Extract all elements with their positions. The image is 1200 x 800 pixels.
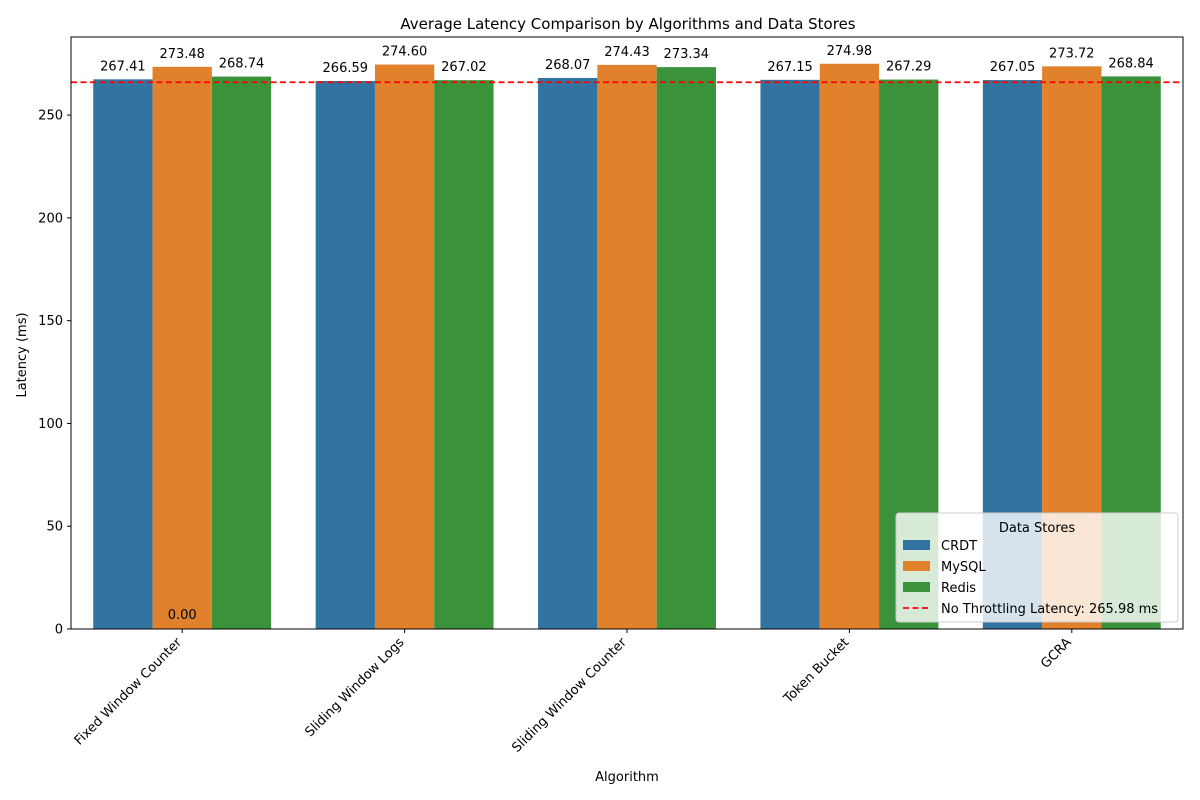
bar-crdt-1 — [93, 79, 153, 629]
y-axis-label: Latency (ms) — [15, 312, 30, 397]
value-label: 267.41 — [100, 59, 146, 74]
bar-crdt-4 — [760, 79, 820, 629]
value-label: 267.05 — [990, 60, 1036, 75]
value-label: 273.72 — [1049, 46, 1095, 61]
bar-crdt-3 — [538, 77, 598, 629]
legend-label: Redis — [941, 581, 976, 596]
legend-swatch-crdt — [903, 540, 930, 550]
bar-crdt-2 — [315, 81, 375, 629]
legend-frame — [895, 512, 1179, 623]
x-tick-label: GCRA — [1038, 635, 1075, 672]
x-tick-label: Sliding Window Logs — [303, 635, 408, 740]
value-label: 274.60 — [382, 45, 428, 60]
legend-swatch-mysql — [903, 561, 930, 571]
value-label: 273.48 — [159, 47, 205, 62]
chart-title: Average Latency Comparison by Algorithms… — [400, 15, 855, 33]
y-tick-label: 250 — [38, 109, 63, 124]
value-label: 267.29 — [886, 60, 932, 75]
bar-redis-1 — [211, 76, 272, 630]
x-tick-label: Fixed Window Counter — [72, 635, 186, 749]
y-tick-label: 100 — [38, 417, 63, 432]
legend-title: Data Stores — [999, 521, 1076, 536]
value-label-zero: 0.00 — [168, 608, 197, 623]
legend-swatch-redis — [903, 582, 930, 592]
bar-mysql-1 — [152, 66, 212, 629]
legend: Data Stores CRDT MySQL Redis No Throttling … — [895, 512, 1179, 623]
value-label: 274.98 — [827, 44, 873, 59]
value-label: 268.07 — [545, 58, 591, 73]
y-tick-label: 0 — [55, 623, 63, 638]
legend-label: No Throttling Latency: 265.98 ms — [941, 602, 1158, 617]
x-tick-label: Token Bucket — [780, 635, 852, 707]
value-label: 273.34 — [664, 47, 710, 62]
value-labels-layer: 267.41 266.59 268.07 267.15 267.05 273.48 274.… — [100, 44, 1154, 623]
value-label: 274.43 — [604, 45, 650, 60]
bar-mysql-4 — [819, 63, 880, 630]
value-label: 268.74 — [219, 57, 265, 72]
bar-redis-3 — [656, 67, 716, 629]
value-label: 266.59 — [323, 61, 369, 76]
value-label: 267.02 — [441, 60, 487, 75]
legend-label: CRDT — [941, 539, 977, 554]
legend-label: MySQL — [941, 560, 986, 575]
y-tick-label: 200 — [38, 211, 63, 226]
y-tick-label: 50 — [46, 520, 63, 535]
bar-mysql-2 — [374, 64, 435, 630]
x-axis-label: Algorithm — [595, 770, 659, 785]
value-label: 267.15 — [767, 60, 813, 75]
y-tick-label: 150 — [38, 314, 63, 329]
value-label: 268.84 — [1108, 56, 1154, 71]
bar-redis-2 — [434, 80, 494, 630]
bar-mysql-3 — [597, 64, 657, 629]
x-tick-label: Sliding Window Counter — [509, 635, 630, 756]
